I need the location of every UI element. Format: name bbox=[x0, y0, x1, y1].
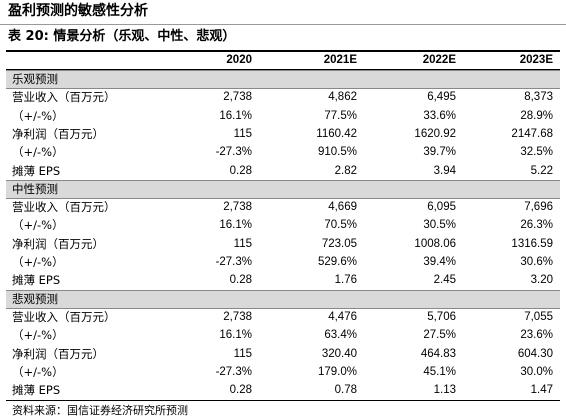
cell: 33.6% bbox=[423, 109, 456, 122]
cell: -27.3% bbox=[215, 256, 252, 268]
table-caption: 表 20: 情景分析（乐观、中性、悲观） bbox=[8, 29, 236, 44]
cell: 30.6% bbox=[520, 256, 553, 268]
row-label: （+/-%） bbox=[12, 145, 64, 160]
cell: -27.3% bbox=[215, 365, 252, 378]
cell: -27.3% bbox=[215, 146, 252, 159]
cell: 5.22 bbox=[530, 164, 553, 177]
cell: 115 bbox=[233, 127, 252, 140]
row-label: 营业收入（百万元） bbox=[12, 309, 116, 324]
cell: 6,495 bbox=[427, 91, 456, 104]
row-label: 摊薄 EPS bbox=[12, 383, 61, 398]
cell: 1160.42 bbox=[316, 127, 357, 140]
cell: 30.0% bbox=[520, 365, 553, 378]
cell: 1.13 bbox=[433, 384, 456, 397]
cell: 115 bbox=[233, 237, 252, 250]
row-label: 净利润（百万元） bbox=[12, 126, 104, 141]
cell: 28.9% bbox=[520, 109, 553, 122]
cell: 4,862 bbox=[328, 91, 357, 104]
column-header: 2022E bbox=[422, 54, 456, 66]
cell: 0.28 bbox=[229, 384, 252, 397]
cell: 23.6% bbox=[520, 329, 553, 342]
cell: 39.7% bbox=[423, 146, 456, 159]
cell: 5,706 bbox=[427, 310, 456, 323]
cell: 26.3% bbox=[520, 219, 553, 232]
cell: 320.40 bbox=[321, 347, 357, 360]
cell: 1620.92 bbox=[414, 127, 456, 140]
cell: 63.4% bbox=[324, 329, 357, 342]
cell: 32.5% bbox=[520, 146, 553, 159]
cell: 27.5% bbox=[423, 329, 456, 342]
bottom-rule bbox=[6, 400, 560, 402]
row-label: 净利润（百万元） bbox=[12, 236, 104, 251]
cell: 910.5% bbox=[317, 146, 357, 159]
cell: 7,696 bbox=[524, 201, 553, 214]
cell: 1008.06 bbox=[414, 237, 456, 250]
cell: 1316.59 bbox=[511, 237, 553, 250]
cell: 7,055 bbox=[524, 310, 553, 323]
row-label: 净利润（百万元） bbox=[12, 346, 104, 361]
cell: 0.28 bbox=[229, 274, 252, 287]
cell: 2.82 bbox=[334, 164, 357, 177]
section-band bbox=[6, 179, 560, 199]
cell: 30.5% bbox=[423, 219, 456, 232]
cell: 16.1% bbox=[219, 109, 252, 122]
column-header: 2021E bbox=[323, 54, 357, 66]
cell: 1.47 bbox=[530, 384, 553, 397]
cell: 45.1% bbox=[423, 365, 456, 378]
row-label: 摊薄 EPS bbox=[12, 163, 61, 178]
cell: 2.45 bbox=[433, 274, 456, 287]
cell: 0.28 bbox=[229, 164, 252, 177]
cell: 39.4% bbox=[423, 256, 456, 268]
cell: 1.76 bbox=[334, 274, 357, 287]
cell: 115 bbox=[233, 347, 252, 360]
source-note: 资料来源：国信证券经济研究所预测 bbox=[12, 404, 188, 416]
cell: 8,373 bbox=[524, 91, 553, 104]
row-label: 营业收入（百万元） bbox=[12, 200, 116, 215]
row-label: 摊薄 EPS bbox=[12, 273, 61, 288]
cell: 464.83 bbox=[420, 347, 456, 360]
row-label: （+/-%） bbox=[12, 218, 64, 233]
page-title: 盈利预测的敏感性分析 bbox=[8, 3, 148, 19]
row-label: （+/-%） bbox=[12, 364, 64, 379]
cell: 16.1% bbox=[219, 329, 252, 342]
cell: 179.0% bbox=[317, 365, 357, 378]
cell: 0.78 bbox=[334, 384, 357, 397]
cell: 604.30 bbox=[517, 347, 553, 360]
cell: 3.20 bbox=[530, 274, 553, 287]
section-band bbox=[6, 289, 560, 309]
cell: 6,095 bbox=[427, 201, 456, 214]
cell: 2147.68 bbox=[511, 127, 553, 140]
section-label: 乐观预测 bbox=[12, 72, 58, 86]
row-label: （+/-%） bbox=[12, 108, 64, 123]
cell: 3.94 bbox=[433, 164, 456, 177]
row-label: 营业收入（百万元） bbox=[12, 90, 116, 105]
section-band bbox=[6, 70, 560, 89]
section-label: 中性预测 bbox=[12, 181, 58, 196]
cell: 4,476 bbox=[328, 310, 357, 323]
header-rule bbox=[6, 69, 560, 70]
top-rule bbox=[6, 50, 560, 52]
cell: 723.05 bbox=[321, 237, 357, 250]
row-label: （+/-%） bbox=[12, 255, 64, 269]
row-label: （+/-%） bbox=[12, 328, 64, 343]
cell: 529.6% bbox=[317, 256, 357, 268]
cell: 2,738 bbox=[223, 310, 252, 323]
section-label: 悲观预测 bbox=[12, 291, 58, 306]
title-rule bbox=[0, 24, 566, 25]
cell: 77.5% bbox=[324, 109, 357, 122]
cell: 2,738 bbox=[223, 91, 252, 104]
cell: 2,738 bbox=[223, 201, 252, 214]
cell: 16.1% bbox=[219, 219, 252, 232]
column-header: 2023E bbox=[519, 54, 553, 66]
column-header: 2020 bbox=[226, 54, 252, 66]
cell: 4,669 bbox=[328, 201, 357, 214]
cell: 70.5% bbox=[324, 219, 357, 232]
